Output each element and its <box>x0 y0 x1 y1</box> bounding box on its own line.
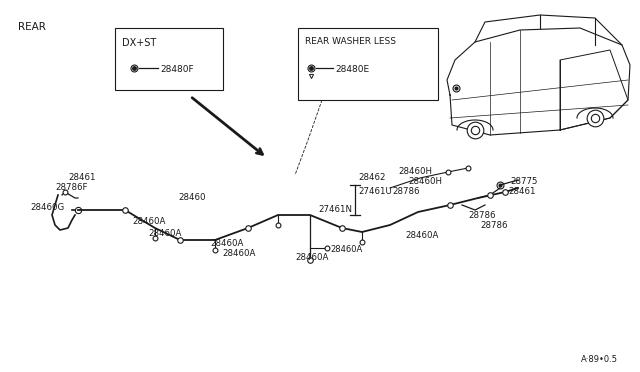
Text: 28460G: 28460G <box>30 203 64 212</box>
Text: 28786F: 28786F <box>55 183 88 192</box>
Text: 27461N: 27461N <box>318 205 352 215</box>
Text: 28460A: 28460A <box>222 248 255 257</box>
Text: 28460A: 28460A <box>132 218 165 227</box>
Bar <box>298 28 438 100</box>
Text: 28460A: 28460A <box>405 231 438 240</box>
Text: 28786: 28786 <box>392 187 419 196</box>
Text: A·89•0.5: A·89•0.5 <box>581 355 618 364</box>
Text: 28480E: 28480E <box>335 64 369 74</box>
Text: 28460H: 28460H <box>408 177 442 186</box>
Bar <box>115 28 223 90</box>
Text: 28775: 28775 <box>510 177 538 186</box>
Text: 28786: 28786 <box>480 221 508 230</box>
Text: 28460: 28460 <box>178 193 205 202</box>
Text: 28460H: 28460H <box>398 167 432 176</box>
Text: 28461: 28461 <box>508 187 536 196</box>
Text: 28460A: 28460A <box>295 253 328 263</box>
Text: REAR WASHER LESS: REAR WASHER LESS <box>305 38 396 46</box>
Text: 28462: 28462 <box>358 173 385 183</box>
Text: 28461: 28461 <box>68 173 95 183</box>
Text: 28460A: 28460A <box>330 244 362 253</box>
Text: 27461U: 27461U <box>358 187 392 196</box>
Text: DX+ST: DX+ST <box>122 38 156 48</box>
Text: 28460A: 28460A <box>148 228 181 237</box>
Text: 28460A: 28460A <box>210 238 243 247</box>
Text: 28480F: 28480F <box>160 64 194 74</box>
Text: 28786: 28786 <box>468 211 495 219</box>
Text: REAR: REAR <box>18 22 46 32</box>
